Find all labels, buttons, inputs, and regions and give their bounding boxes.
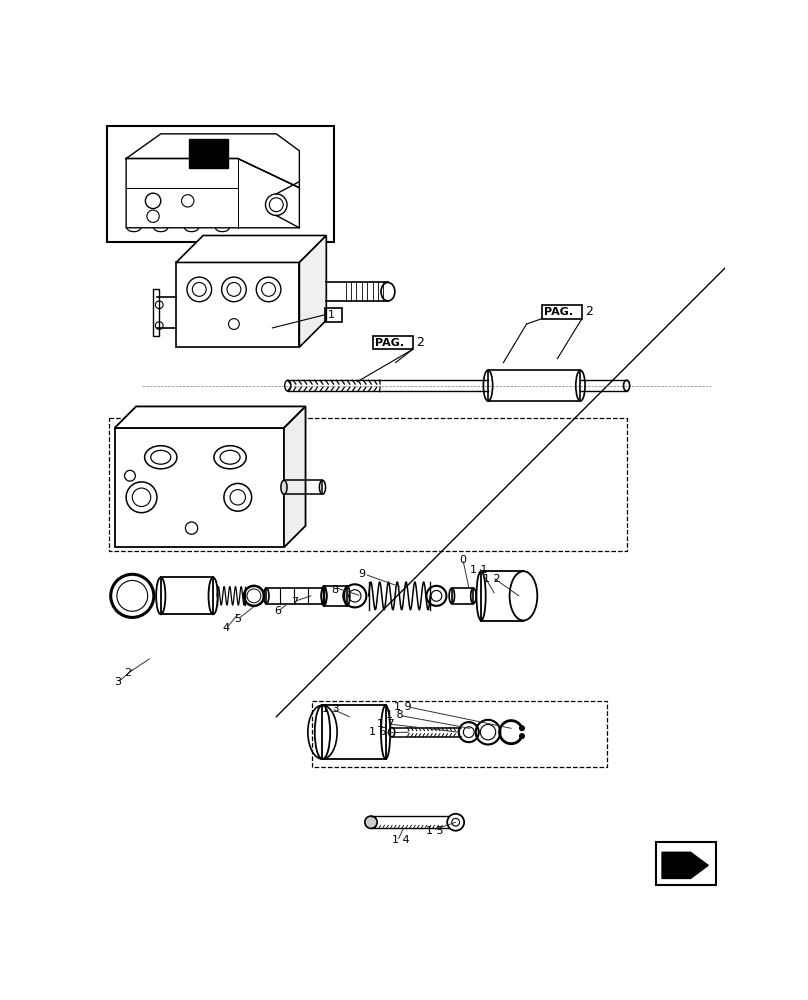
Text: 7: 7 (291, 597, 298, 607)
Text: 4: 4 (222, 623, 229, 633)
Bar (452, 588, 473, 604)
Bar (488, 370, 580, 401)
Bar (322, 705, 385, 759)
Bar (656, 842, 716, 885)
Text: PAG.: PAG. (375, 338, 404, 348)
Bar (107, 126, 334, 242)
Bar (161, 577, 213, 614)
Text: 1 7: 1 7 (377, 719, 395, 729)
Text: 1 2: 1 2 (483, 574, 501, 584)
Bar (481, 571, 524, 620)
Text: 1 9: 1 9 (394, 702, 412, 712)
Text: 1 5: 1 5 (427, 826, 444, 836)
Text: 1 8: 1 8 (385, 710, 403, 720)
Text: 3: 3 (115, 677, 121, 687)
Text: 1 3: 1 3 (322, 704, 340, 714)
Text: 1 4: 1 4 (392, 835, 410, 845)
Text: 5: 5 (234, 614, 241, 624)
Ellipse shape (365, 816, 377, 828)
Bar (325, 308, 342, 322)
Text: 2: 2 (585, 305, 593, 318)
Polygon shape (300, 235, 326, 347)
Ellipse shape (510, 571, 537, 620)
Text: 2: 2 (124, 668, 132, 678)
Polygon shape (115, 406, 305, 428)
Circle shape (520, 726, 524, 731)
Bar (284, 480, 322, 494)
Polygon shape (284, 406, 305, 547)
Text: 1 6: 1 6 (368, 727, 386, 737)
Bar (372, 336, 413, 349)
Text: 1 1: 1 1 (470, 565, 488, 575)
Ellipse shape (281, 480, 287, 494)
Text: 6: 6 (274, 606, 281, 616)
Polygon shape (662, 852, 709, 878)
Bar (115, 428, 284, 547)
Text: PAG.: PAG. (545, 307, 574, 317)
Text: 0: 0 (459, 555, 465, 565)
Circle shape (520, 734, 524, 738)
Bar (542, 305, 582, 319)
Bar (324, 586, 347, 606)
Text: 1: 1 (327, 310, 335, 320)
Bar (176, 262, 300, 347)
Text: 9: 9 (359, 569, 366, 579)
Polygon shape (176, 235, 326, 262)
Bar (267, 588, 324, 604)
Text: 2: 2 (415, 336, 423, 349)
Text: 8: 8 (331, 585, 338, 595)
Bar (153, 289, 159, 336)
Polygon shape (189, 139, 228, 168)
